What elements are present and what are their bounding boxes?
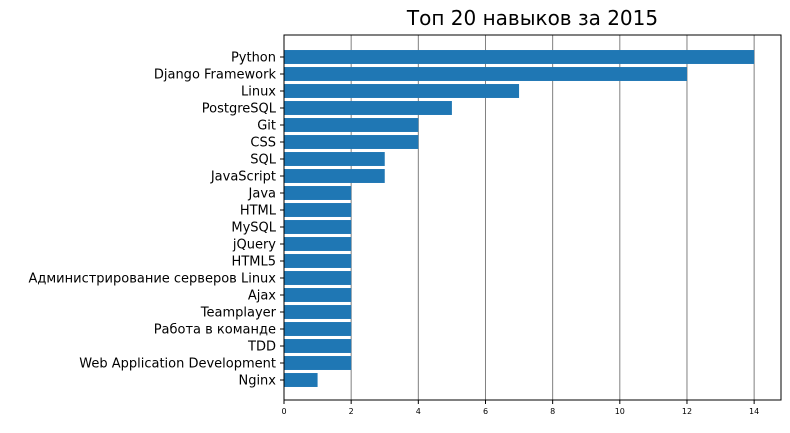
bar xyxy=(284,169,385,183)
x-tick-label: 8 xyxy=(550,407,555,416)
category-label: Nginx xyxy=(238,374,276,389)
bar xyxy=(284,152,385,166)
chart-title: Топ 20 навыков за 2015 xyxy=(406,6,658,30)
bar xyxy=(284,84,520,98)
category-label: PostgreSQL xyxy=(202,102,277,117)
bar xyxy=(284,101,452,115)
category-label: Ajax xyxy=(248,289,276,304)
category-label: Django Framework xyxy=(154,68,277,83)
category-label: HTML xyxy=(240,204,277,219)
bar xyxy=(284,220,352,234)
category-label: Web Application Development xyxy=(79,357,276,372)
category-label: SQL xyxy=(250,153,276,168)
bar xyxy=(284,339,352,353)
category-label: Администрирование серверов Linux xyxy=(28,272,276,287)
bars xyxy=(284,50,755,387)
x-axis-ticks: 0 2 4 6 8 10 12 14 xyxy=(281,400,759,416)
category-label: Java xyxy=(248,187,276,202)
bar xyxy=(284,373,318,387)
bar xyxy=(284,118,419,132)
bar xyxy=(284,356,352,370)
category-label: CSS xyxy=(250,136,276,151)
category-label: Teamplayer xyxy=(200,306,277,321)
x-tick-label: 10 xyxy=(615,407,625,416)
x-tick-label: 12 xyxy=(682,407,692,416)
category-label: jQuery xyxy=(232,238,276,253)
x-tick-label: 2 xyxy=(349,407,354,416)
bar xyxy=(284,237,352,251)
bar xyxy=(284,186,352,200)
bar xyxy=(284,322,352,336)
category-label: MySQL xyxy=(231,221,276,236)
x-tick-label: 0 xyxy=(281,407,286,416)
bar xyxy=(284,67,687,81)
x-tick-label: 6 xyxy=(483,407,488,416)
category-label: Git xyxy=(257,119,276,134)
category-label: JavaScript xyxy=(210,170,276,185)
bar xyxy=(284,254,352,268)
category-label: TDD xyxy=(247,340,276,355)
bar xyxy=(284,50,755,64)
category-label: Работа в команде xyxy=(154,323,276,338)
x-tick-label: 14 xyxy=(749,407,759,416)
bar xyxy=(284,203,352,217)
category-label: Python xyxy=(231,51,276,66)
plot-frame xyxy=(283,34,782,401)
x-tick-label: 4 xyxy=(416,407,421,416)
category-label: HTML5 xyxy=(232,255,276,270)
category-label: Linux xyxy=(241,85,276,100)
bar xyxy=(284,288,352,302)
bar xyxy=(284,135,419,149)
bar xyxy=(284,305,352,319)
category-labels: Python Django Framework Linux PostgreSQL Git… xyxy=(28,51,284,389)
bar xyxy=(284,271,352,285)
